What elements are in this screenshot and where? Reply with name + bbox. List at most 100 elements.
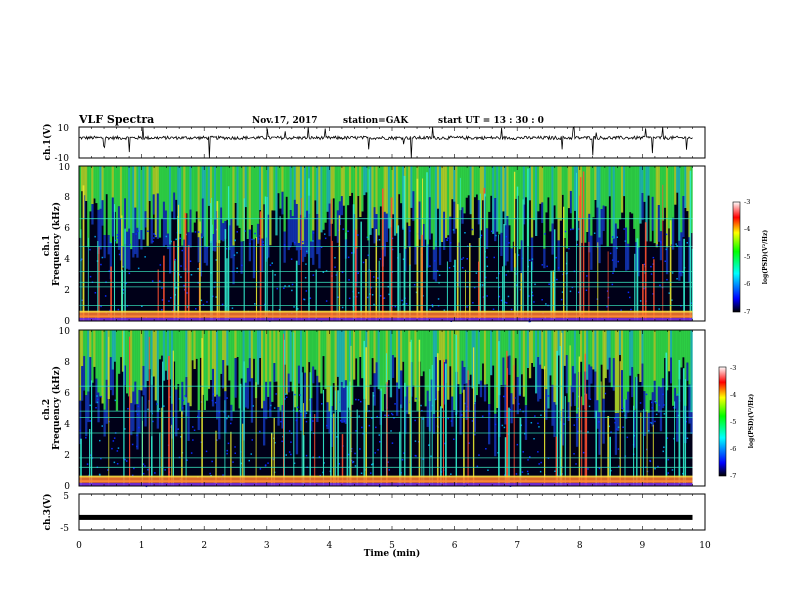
spectrogram-speckle xyxy=(195,308,197,310)
spectrogram-speckle xyxy=(305,420,308,423)
spectrogram-upper-band xyxy=(383,330,386,395)
spectrogram-speckle xyxy=(578,291,580,294)
spectrogram-mid-band xyxy=(336,210,339,243)
spectrogram-upper-band xyxy=(533,330,536,367)
spectrogram-upper-band xyxy=(686,166,689,212)
spectrogram-speckle xyxy=(274,442,276,444)
spectrogram-speckle xyxy=(357,399,360,401)
spectrogram-speckle xyxy=(468,442,470,444)
spectrogram-speckle xyxy=(197,415,199,418)
spectrogram-speckle xyxy=(431,305,434,308)
spectrogram-mid-band xyxy=(567,402,570,421)
spectrogram-speckle xyxy=(223,411,225,413)
spectrogram-upper-band xyxy=(201,166,204,199)
spectrogram-mid-band xyxy=(344,380,348,424)
spectrogram-speckle xyxy=(305,454,308,457)
spectrogram-speckle xyxy=(393,417,395,419)
spectrogram-mid-band xyxy=(571,366,575,393)
spectrogram-speckle xyxy=(620,309,622,311)
spectrogram-speckle xyxy=(478,454,480,456)
spectrogram-upper-band xyxy=(475,166,478,195)
spectrogram-mid-band xyxy=(672,217,675,250)
spectrogram-upper-band xyxy=(332,166,335,199)
spectrogram-upper-band xyxy=(162,166,166,202)
spectrogram-mid-band xyxy=(303,372,307,419)
spectrogram-speckle xyxy=(122,289,125,291)
spectrogram-upper-band xyxy=(494,166,497,199)
spectrogram-upper-band xyxy=(232,330,235,412)
spectrogram-upper-band xyxy=(124,330,127,366)
spectrogram-speckle xyxy=(435,240,437,243)
spectrogram-upper-band xyxy=(144,330,147,388)
spectrogram-speckle xyxy=(276,287,278,290)
spectrogram-upper-band xyxy=(414,330,417,402)
spectrogram-mid-band xyxy=(140,230,143,250)
spectrogram-upper-band xyxy=(541,166,544,203)
spectrogram-mid-band xyxy=(627,391,630,413)
spectrogram-speckle xyxy=(516,443,519,446)
spectrogram-speckle xyxy=(671,299,673,301)
x-axis-tick-labels: 0 1 2 3 4 5 6 7 8 9 10 xyxy=(76,541,711,551)
spectrogram-upper-band xyxy=(391,330,395,356)
spectrogram-mid-band xyxy=(224,391,227,434)
spectrogram-speckle xyxy=(90,454,92,456)
spectrogram-upper-band xyxy=(571,330,575,367)
spectrogram-upper-band xyxy=(144,166,147,212)
spectrogram-upper-band xyxy=(447,330,450,400)
spectrogram-upper-band xyxy=(166,330,170,380)
spectrogram-upper-band xyxy=(259,166,262,211)
spectrogram-speckle xyxy=(94,235,96,238)
spectrogram-upper-band xyxy=(117,330,121,374)
spectrogram-speckle xyxy=(272,458,275,461)
spectrogram-speckle xyxy=(606,305,608,308)
spectrogram-upper-band xyxy=(357,166,360,196)
spectrogram-upper-band xyxy=(553,330,556,403)
spectrogram-upper-band xyxy=(610,166,613,244)
spectrogram-mid-band xyxy=(463,367,466,385)
spectrogram-speckle xyxy=(612,272,614,274)
spectrogram-speckle xyxy=(555,256,557,259)
spectrogram-speckle xyxy=(274,274,276,276)
spectrogram-upper-band xyxy=(308,330,311,363)
spectrogram-upper-band xyxy=(379,330,382,391)
spectrogram-speckle xyxy=(226,397,228,399)
spectrogram-speckle xyxy=(486,265,489,268)
spectrogram-speckle xyxy=(131,443,134,446)
spectrogram-upper-band xyxy=(169,166,172,245)
spectrogram-speckle xyxy=(215,259,218,261)
spectrogram-speckle xyxy=(409,230,411,232)
spectrogram-upper-band xyxy=(134,330,137,382)
spectrogram-upper-band xyxy=(616,166,620,229)
spectrogram-mid-band xyxy=(543,248,546,269)
spectrogram-upper-band xyxy=(138,330,141,390)
spectrogram-mid-band xyxy=(83,356,86,391)
spectrogram-speckle xyxy=(498,272,500,275)
spectrogram-upper-band xyxy=(449,330,452,367)
spectrogram-speckle xyxy=(531,258,534,260)
spectrogram-speckle xyxy=(564,230,567,233)
spectrogram-mid-band xyxy=(318,239,321,269)
spectrogram-upper-band xyxy=(173,330,176,362)
spectrogram-speckle xyxy=(116,234,119,236)
spectrogram-speckle xyxy=(259,468,262,470)
spectrogram-speckle xyxy=(438,282,440,284)
spectrogram-upper-band xyxy=(320,166,323,233)
spectrogram-speckle xyxy=(138,426,140,429)
spectrogram-mid-band xyxy=(136,227,139,258)
spectrogram-mid-band xyxy=(277,406,280,426)
ch1-spec-ytick-6: 6 xyxy=(64,224,70,234)
spectrogram-mid-band xyxy=(506,216,509,262)
spectrogram-upper-band xyxy=(295,166,299,204)
spectrogram-upper-band xyxy=(113,166,117,212)
spectrogram-upper-band xyxy=(449,166,452,217)
ch2-cb-tick-m5: -5 xyxy=(730,418,736,426)
spectrogram-upper-band xyxy=(434,166,438,247)
spectrogram-upper-band xyxy=(93,330,96,367)
spectrogram-speckle xyxy=(124,458,126,461)
spectrogram-mid-band xyxy=(101,200,104,226)
ch2-cb-tick-m7: -7 xyxy=(730,472,736,480)
spectrogram-upper-band xyxy=(584,330,587,372)
spectrogram-speckle xyxy=(666,278,668,281)
spectrogram-upper-band xyxy=(565,166,568,249)
spectrogram-speckle xyxy=(153,233,155,235)
